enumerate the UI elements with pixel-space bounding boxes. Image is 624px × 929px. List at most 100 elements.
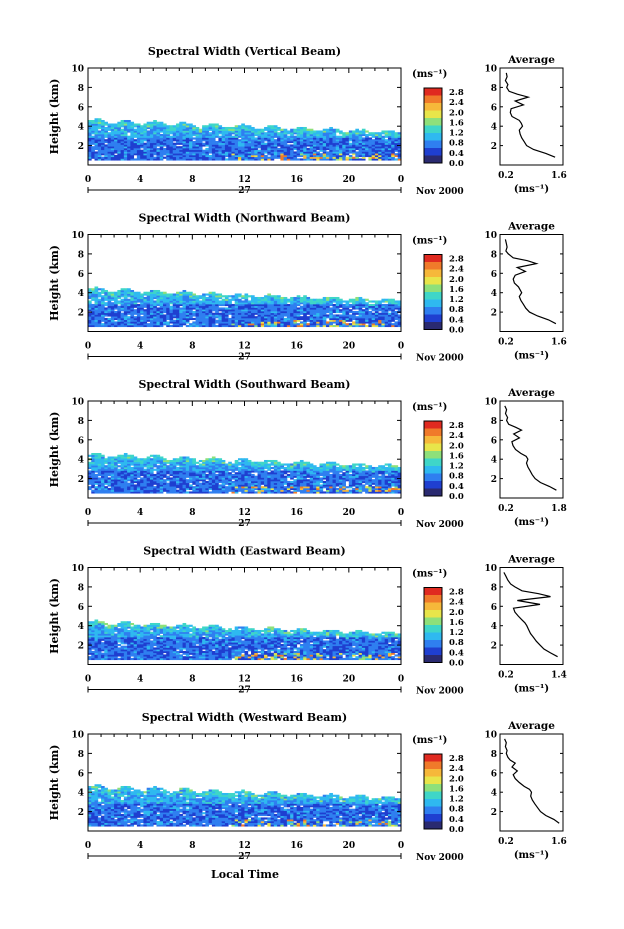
- heatmap-cell: [277, 314, 281, 317]
- heatmap-cell: [88, 317, 92, 321]
- heatmap-cell: [117, 314, 122, 317]
- heatmap-cell: [322, 147, 327, 151]
- heatmap-cell: [101, 121, 105, 124]
- heatmap-cell: [312, 489, 317, 492]
- heatmap-cell: [270, 147, 275, 151]
- heatmap-cell: [127, 121, 131, 124]
- colorbar-swatch: [424, 277, 442, 285]
- heatmap-cell: [149, 144, 154, 147]
- heatmap-cell: [218, 459, 223, 463]
- heatmap-cell: [312, 321, 317, 324]
- heatmap-cell: [140, 158, 144, 161]
- heatmap-cell: [277, 480, 281, 484]
- heatmap-cell: [332, 309, 337, 312]
- heatmap-cell: [316, 473, 320, 477]
- heatmap-cell: [378, 139, 382, 142]
- heatmap-cell: [329, 312, 333, 315]
- heatmap-cell: [153, 454, 157, 457]
- heatmap-cell: [286, 468, 291, 471]
- heatmap-cell: [107, 456, 112, 459]
- heatmap-cell: [312, 154, 317, 158]
- heatmap-cell: [267, 482, 271, 485]
- heatmap-cell: [237, 466, 242, 470]
- heatmap-cell: [182, 470, 187, 473]
- heatmap-cell: [169, 491, 174, 494]
- heatmap-cell: [117, 139, 122, 142]
- heatmap-cell: [91, 310, 95, 314]
- heatmap-cell: [296, 153, 301, 156]
- heatmap-cell: [198, 473, 203, 477]
- heatmap-cell: [143, 132, 148, 135]
- heatmap-cell: [257, 463, 262, 466]
- heatmap-cell: [397, 314, 402, 317]
- heatmap-cell: [156, 291, 161, 294]
- heatmap-cell: [319, 303, 324, 307]
- heatmap-cell: [94, 137, 99, 140]
- heatmap-cell: [143, 482, 148, 485]
- heatmap-cell: [179, 153, 183, 156]
- colorbar-swatch: [424, 299, 442, 308]
- heatmap-cell: [322, 314, 327, 317]
- heatmap-cell: [114, 296, 118, 300]
- heatmap-cell: [277, 132, 281, 135]
- heatmap-cell: [215, 132, 219, 135]
- heatmap-cell: [185, 456, 190, 459]
- heatmap-cell: [182, 300, 187, 303]
- heatmap-cell: [215, 484, 219, 487]
- heatmap-cell: [371, 151, 376, 154]
- heatmap-cell: [224, 146, 229, 149]
- heatmap-cell: [140, 484, 144, 487]
- heatmap-cell: [290, 472, 294, 475]
- heatmap-cell: [329, 158, 333, 161]
- heatmap-cell: [280, 146, 285, 149]
- heatmap-cell: [309, 484, 314, 487]
- heatmap-cell: [159, 146, 164, 149]
- heatmap-cell: [303, 156, 307, 159]
- heatmap-cell: [185, 487, 190, 491]
- heatmap-cell: [94, 477, 99, 480]
- heatmap-cell: [283, 482, 288, 485]
- heatmap-cell: [290, 465, 294, 468]
- heatmap-cell: [133, 458, 138, 461]
- heatmap-cell: [179, 461, 183, 464]
- heatmap-cell: [365, 309, 369, 312]
- heatmap-cell: [260, 480, 265, 484]
- colorbar-swatch: [424, 322, 442, 330]
- heatmap-cell: [149, 133, 154, 137]
- heatmap-cell: [267, 137, 271, 140]
- heatmap-cell: [228, 146, 232, 149]
- heatmap-cell: [280, 319, 285, 322]
- heatmap-cell: [251, 307, 255, 310]
- heatmap-cell: [280, 147, 285, 151]
- heatmap-cell: [215, 470, 219, 473]
- heatmap-cell: [127, 300, 131, 303]
- heatmap-cell: [299, 139, 304, 142]
- heatmap-cell: [319, 479, 324, 482]
- heatmap-cell: [319, 319, 324, 322]
- heatmap-cell: [120, 149, 125, 152]
- heatmap-cell: [381, 310, 386, 314]
- heatmap-cell: [293, 142, 298, 145]
- heatmap-cell: [231, 486, 236, 489]
- heatmap-cell: [169, 300, 174, 303]
- heatmap-cell: [110, 139, 115, 142]
- heatmap-cell: [303, 316, 307, 319]
- heatmap-cell: [166, 128, 170, 131]
- heatmap-cell: [342, 321, 346, 324]
- heatmap-cell: [283, 135, 288, 138]
- heatmap-cell: [156, 293, 161, 296]
- heatmap-cell: [211, 319, 216, 322]
- heatmap-cell: [332, 298, 337, 301]
- heatmap-cell: [312, 144, 317, 147]
- heatmap-cell: [224, 151, 229, 154]
- heatmap-cell: [319, 147, 324, 151]
- heatmap-cell: [260, 465, 265, 468]
- heatmap-cell: [189, 316, 193, 319]
- heatmap-cell: [319, 468, 324, 471]
- heatmap-cell: [120, 468, 125, 471]
- heatmap-cell: [365, 316, 369, 319]
- average-y-tick-label: 6: [491, 270, 497, 280]
- heatmap-cell: [133, 456, 138, 459]
- heatmap-cell: [361, 137, 366, 140]
- heatmap-cell: [234, 472, 239, 475]
